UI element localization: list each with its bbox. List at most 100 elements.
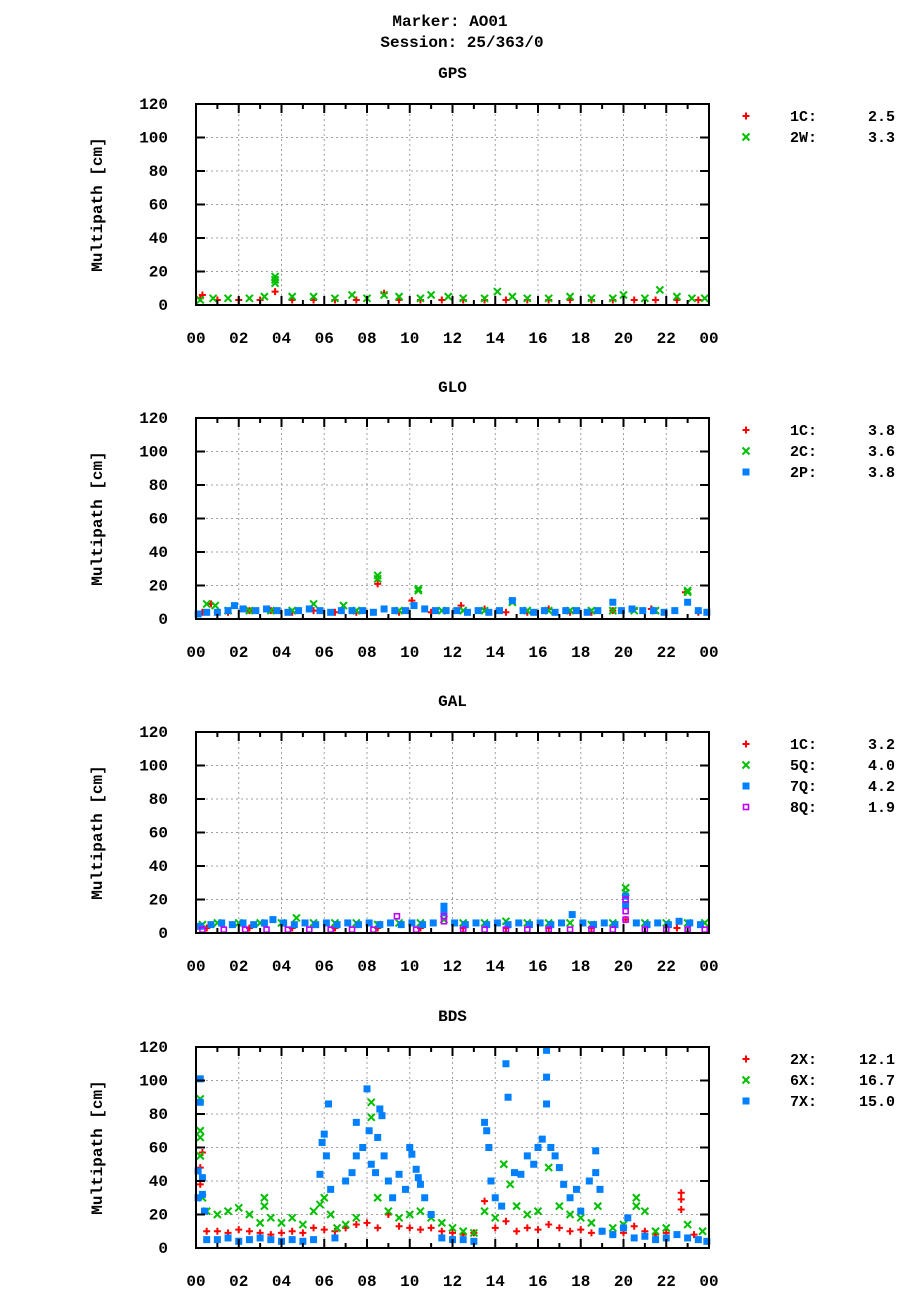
point-7x [322, 1152, 330, 1160]
point-2w [544, 294, 553, 303]
y-tick-label: 0 [158, 925, 168, 943]
point-7x [598, 1227, 606, 1235]
point-7x [577, 1207, 585, 1215]
point-7x [517, 1170, 525, 1178]
point-7x [318, 1138, 326, 1146]
y-tick-label: 20 [149, 892, 168, 910]
legend-marker-7x [742, 1097, 750, 1105]
point-7x [523, 1152, 531, 1160]
point-2x [555, 1224, 563, 1232]
point-1c [630, 296, 638, 304]
legend-value: 3.2 [868, 737, 895, 754]
y-tick-label: 80 [149, 477, 168, 495]
legend: 2X: 12.1 6X: 16.7 7X: 15.0 [741, 1052, 895, 1111]
legend-value: 3.8 [868, 423, 895, 440]
point-7q [536, 919, 544, 927]
point-2p [660, 608, 668, 616]
point-7x [372, 1169, 380, 1177]
legend-value: 2.5 [868, 109, 895, 126]
point-2w [672, 292, 682, 301]
point-2x [235, 1226, 243, 1234]
x-tick-label: 02 [229, 644, 248, 662]
point-7x [198, 1174, 206, 1182]
point-7q [568, 911, 576, 919]
point-2p [348, 607, 356, 615]
point-6x [260, 1193, 269, 1202]
point-2x [438, 1227, 446, 1235]
point-6x [405, 1210, 414, 1219]
y-tick-label: 40 [149, 1173, 168, 1191]
point-2p [421, 605, 429, 613]
point-7x [470, 1237, 478, 1245]
point-6x [394, 1213, 404, 1223]
point-6x [320, 1193, 329, 1202]
point-2p [639, 607, 647, 615]
legend-marker-2c [741, 446, 751, 456]
point-2c [211, 601, 220, 610]
point-2x [449, 1229, 456, 1237]
point-7q [440, 902, 448, 910]
point-7x [694, 1236, 702, 1244]
point-7q [483, 921, 491, 929]
point-7x [498, 1202, 506, 1210]
point-2x [352, 1221, 360, 1229]
point-7x [438, 1234, 446, 1242]
point-7x [201, 1207, 209, 1215]
point-2c [683, 587, 692, 597]
legend-marker-5q [741, 760, 751, 770]
y-tick-label: 60 [149, 1140, 168, 1158]
point-8q [241, 926, 249, 933]
point-2p [572, 607, 580, 615]
point-6x [326, 1210, 335, 1219]
point-2x [677, 1189, 685, 1197]
point-6x [499, 1160, 509, 1169]
x-tick-label: 12 [443, 1273, 462, 1291]
point-2p [369, 608, 377, 616]
point-2p [609, 598, 617, 606]
point-6x [332, 1223, 342, 1233]
point-7x [491, 1194, 499, 1202]
legend-value: 12.1 [859, 1052, 895, 1069]
x-tick-label: 10 [400, 330, 419, 348]
point-7x [320, 1130, 328, 1138]
point-7q [365, 919, 373, 927]
point-2p [263, 605, 271, 613]
x-tick-label: 20 [614, 1273, 633, 1291]
y-tick-label: 120 [139, 410, 168, 428]
point-2x [577, 1226, 585, 1234]
point-2p [359, 607, 367, 615]
x-tick-label: 00 [699, 644, 718, 662]
y-tick-label: 20 [149, 264, 168, 282]
point-7q [558, 919, 566, 927]
x-tick-label: 18 [571, 1273, 590, 1291]
point-2p [230, 602, 238, 610]
point-6x [245, 1210, 254, 1219]
point-7x [342, 1177, 350, 1185]
point-7q [686, 919, 694, 927]
point-7q [493, 919, 501, 927]
point-2x [427, 1224, 435, 1232]
y-tick-label: 80 [149, 163, 168, 181]
legend-label: 6X: [790, 1073, 817, 1090]
y-tick-label: 0 [158, 297, 168, 315]
point-8q [348, 926, 356, 933]
point-7x [596, 1185, 604, 1193]
point-6x [593, 1201, 603, 1211]
point-7x [352, 1118, 360, 1126]
x-tick-label: 22 [657, 1273, 676, 1291]
point-6x [196, 1151, 205, 1161]
point-7q [504, 921, 512, 929]
point-1c [502, 296, 510, 304]
x-tick-label: 12 [443, 644, 462, 662]
legend-value: 4.0 [868, 758, 895, 775]
point-2p [463, 608, 471, 616]
point-7x [652, 1236, 660, 1244]
legend-label: 1C: [790, 737, 817, 754]
point-2w [347, 290, 357, 300]
legend: 1C: 3.2 5Q: 4.0 7Q: 4.2 8Q: 1.9 [741, 737, 895, 817]
point-7x [585, 1177, 593, 1185]
point-2w [260, 292, 269, 301]
